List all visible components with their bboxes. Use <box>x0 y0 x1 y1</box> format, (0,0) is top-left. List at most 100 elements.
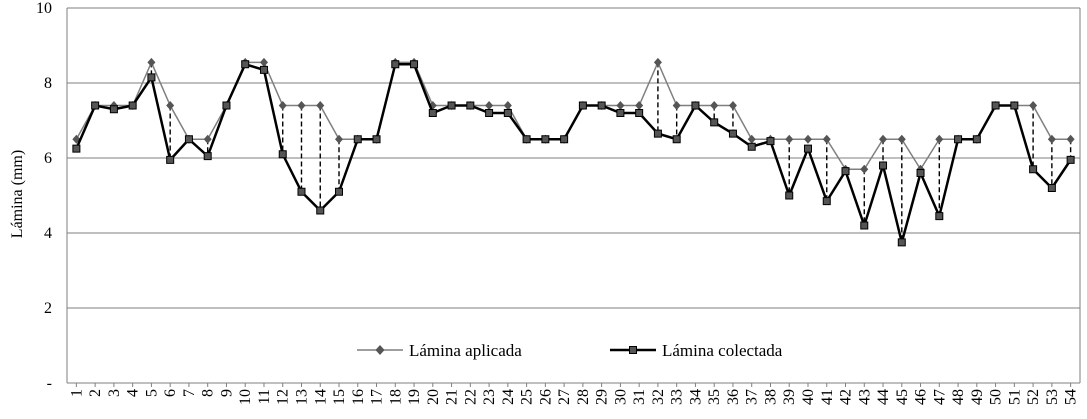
difference-lines <box>150 62 1072 243</box>
point-colectada <box>672 135 681 144</box>
x-tick-label: 43 <box>856 389 873 405</box>
x-tick-label: 36 <box>725 389 742 405</box>
point-colectada <box>991 101 1000 110</box>
point-aplicada <box>1047 134 1056 144</box>
x-tick-label: 15 <box>331 389 348 405</box>
x-tick-label: 5 <box>143 389 160 397</box>
legend-marker-aplicada <box>375 345 385 355</box>
point-colectada <box>91 101 100 110</box>
grid-lines <box>66 7 1081 384</box>
point-aplicada <box>822 134 831 144</box>
point-aplicada <box>672 101 681 110</box>
point-aplicada <box>297 101 306 110</box>
x-tick-label: 41 <box>819 389 836 405</box>
legend-marker-colectada <box>629 346 637 354</box>
x-tick-label: 1 <box>68 389 85 397</box>
x-tick-label: 30 <box>612 389 629 405</box>
x-tick-label: 50 <box>988 389 1005 405</box>
point-colectada <box>1029 165 1038 174</box>
point-aplicada <box>316 101 325 110</box>
point-colectada <box>72 144 81 153</box>
point-colectada <box>710 118 719 127</box>
point-aplicada <box>1029 101 1038 110</box>
x-tick-label: 22 <box>462 389 479 405</box>
point-colectada <box>410 60 419 69</box>
x-tick-label: 31 <box>631 389 648 405</box>
point-colectada <box>541 135 550 144</box>
point-aplicada <box>616 101 625 110</box>
point-aplicada <box>485 101 494 110</box>
point-aplicada <box>259 57 268 67</box>
point-colectada <box>109 105 118 114</box>
point-aplicada <box>1066 134 1075 144</box>
point-aplicada <box>897 134 906 144</box>
legend-label-colectada: Lámina colectada <box>662 341 783 360</box>
x-tick-label: 10 <box>237 389 254 405</box>
point-aplicada <box>147 57 156 67</box>
point-colectada <box>335 187 344 196</box>
x-tick-label: 21 <box>444 389 461 405</box>
point-colectada <box>897 238 906 247</box>
point-colectada <box>954 135 963 144</box>
x-tick-label: 19 <box>406 389 423 405</box>
point-aplicada <box>879 134 888 144</box>
x-tick-label: 53 <box>1044 389 1061 405</box>
x-tick-label: 52 <box>1025 389 1042 405</box>
x-tick-label: 49 <box>969 389 986 405</box>
point-colectada <box>616 109 625 117</box>
point-aplicada <box>747 134 756 144</box>
point-colectada <box>447 101 456 110</box>
x-tick-label: 2 <box>87 389 104 397</box>
x-tick-label: 32 <box>650 389 667 405</box>
x-tick-label: 24 <box>500 389 517 405</box>
point-colectada <box>503 109 512 117</box>
x-tick-label: 33 <box>669 389 686 405</box>
point-colectada <box>428 109 437 117</box>
x-tick-label: 38 <box>762 389 779 405</box>
x-tick-label: 28 <box>575 389 592 405</box>
point-colectada <box>1047 184 1056 192</box>
point-aplicada <box>935 134 944 144</box>
point-colectada <box>222 101 231 110</box>
x-tick-label: 23 <box>481 389 498 405</box>
x-tick-label: 35 <box>706 389 723 405</box>
x-tick-label: 42 <box>838 389 855 405</box>
x-tick-label: 44 <box>875 389 892 405</box>
x-tick-label: 14 <box>312 389 329 405</box>
point-colectada <box>578 101 587 110</box>
x-tick-label: 16 <box>350 389 367 405</box>
x-tick-label: 48 <box>950 389 967 405</box>
point-colectada <box>747 142 756 151</box>
point-colectada <box>184 135 193 144</box>
x-tick-label: 20 <box>425 389 442 405</box>
point-colectada <box>278 150 287 159</box>
point-colectada <box>391 60 400 69</box>
point-colectada <box>822 197 831 206</box>
point-colectada <box>316 206 325 215</box>
point-colectada <box>691 101 700 110</box>
x-tick-label: 34 <box>687 389 704 405</box>
x-tick-label: 46 <box>913 389 930 405</box>
x-tick-label: 40 <box>800 389 817 405</box>
y-tick-label: 8 <box>44 75 52 92</box>
y-axis-title: Lámina (mm) <box>9 150 26 238</box>
point-colectada <box>1066 155 1075 164</box>
series-line-aplicada <box>75 60 1071 171</box>
x-tick-label: 51 <box>1006 389 1023 405</box>
x-tick-label: 8 <box>200 389 217 397</box>
x-axis-ticks: 1 2 3 4 5 6 7 8 9 10 11 12 13 14 15 16 17 18 19 20 21 22 23 24 2… <box>68 383 1080 405</box>
legend: Lámina aplicada Lámina colectada <box>357 341 783 360</box>
y-tick-label: 10 <box>36 0 52 17</box>
x-tick-label: 3 <box>106 389 123 397</box>
y-tick-label: 2 <box>44 300 52 317</box>
point-colectada <box>297 187 306 196</box>
x-tick-label: 12 <box>275 389 292 405</box>
point-colectada <box>635 109 644 117</box>
point-colectada <box>841 167 850 176</box>
point-aplicada <box>803 134 812 144</box>
point-colectada <box>597 101 606 110</box>
point-colectada <box>466 101 475 110</box>
point-colectada <box>128 101 137 110</box>
x-tick-label: 17 <box>369 389 386 405</box>
